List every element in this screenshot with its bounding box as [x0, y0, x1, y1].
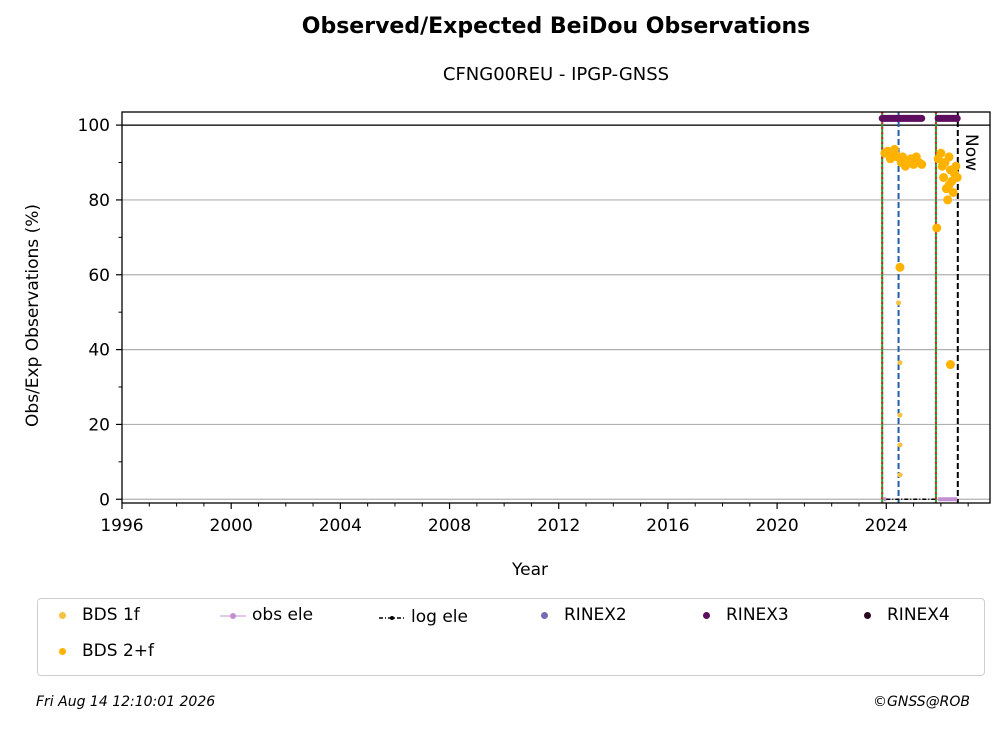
- chart-title: Observed/Expected BeiDou Observations: [301, 14, 811, 39]
- legend-label-obs-ele: obs ele: [252, 605, 314, 625]
- series-1-point-24: [943, 195, 953, 205]
- x-tick-label-2020: 2020: [755, 516, 798, 536]
- series-1-point-32: [944, 152, 954, 162]
- legend-symbol-rinex3: [694, 608, 720, 622]
- legend-item-rinex3: RINEX3: [694, 605, 789, 625]
- series-1-point-21: [939, 172, 949, 182]
- legend-label-bds1f: BDS 1f: [82, 605, 140, 625]
- legend-item-bds2f: BDS 2+f: [50, 641, 154, 661]
- x-axis-label: Year: [511, 560, 548, 580]
- y-tick-label-100: 100: [78, 116, 110, 136]
- legend-label-rinex4: RINEX4: [887, 605, 950, 625]
- x-tick-label-2012: 2012: [537, 516, 580, 536]
- legend-label-bds2f: BDS 2+f: [82, 641, 154, 661]
- axes-frame: [121, 111, 991, 504]
- legend-symbol-rinex2: [532, 608, 558, 622]
- footer-credit: ©GNSS@ROB: [873, 694, 970, 710]
- legend-symbol-obs-ele: [220, 608, 246, 622]
- legend-item-obs-ele: obs ele: [220, 605, 313, 625]
- series-1-point-33: [945, 360, 955, 370]
- y-tick-label-60: 60: [88, 266, 110, 286]
- x-tick-label-2024: 2024: [865, 516, 908, 536]
- series-1-point-31: [952, 172, 962, 182]
- legend-symbol-bds2f: [50, 644, 76, 658]
- series-0-point-5: [897, 472, 903, 478]
- legend-item-rinex4: RINEX4: [855, 605, 950, 625]
- x-tick-label-1996: 1996: [100, 516, 143, 536]
- series-1-point-19: [936, 148, 946, 158]
- footer-timestamp: Fri Aug 14 12:10:01 2026: [36, 694, 216, 710]
- series-0-point-2: [897, 360, 903, 366]
- now-label: Now: [961, 134, 981, 171]
- legend: BDS 1f obs ele log ele RINEX2 RINEX3 RIN…: [37, 598, 985, 676]
- legend-item-log-ele: log ele: [379, 607, 468, 627]
- y-tick-label-80: 80: [88, 191, 110, 211]
- legend-item-bds1f: BDS 1f: [50, 605, 140, 625]
- x-tick-label-2004: 2004: [319, 516, 362, 536]
- legend-symbol-bds1f: [50, 608, 76, 622]
- series-1-point-30: [951, 161, 961, 171]
- legend-symbol-rinex4: [855, 608, 881, 622]
- series-0-point-1: [896, 300, 902, 306]
- legend-symbol-log-ele: [379, 610, 405, 624]
- series-0-point-4: [897, 442, 903, 448]
- legend-item-rinex2: RINEX2: [532, 605, 627, 625]
- x-tick-label-2008: 2008: [428, 516, 471, 536]
- y-tick-label-20: 20: [88, 415, 110, 435]
- series-1-point-7: [895, 262, 905, 272]
- y-axis-label: Obs/Exp Observations (%): [23, 204, 43, 427]
- legend-label-rinex2: RINEX2: [564, 605, 627, 625]
- series-1-point-28: [948, 187, 958, 197]
- x-tick-label-2016: 2016: [646, 516, 689, 536]
- legend-label-rinex3: RINEX3: [726, 605, 789, 625]
- chart-subtitle: CFNG00REU - IPGP-GNSS: [442, 64, 670, 85]
- y-tick-label-40: 40: [88, 341, 110, 361]
- series-1-point-17: [932, 223, 942, 233]
- series-0-point-3: [897, 412, 903, 418]
- y-tick-label-0: 0: [99, 490, 110, 510]
- legend-label-log-ele: log ele: [411, 607, 468, 627]
- x-tick-label-2000: 2000: [210, 516, 253, 536]
- series-1-point-16: [917, 159, 927, 169]
